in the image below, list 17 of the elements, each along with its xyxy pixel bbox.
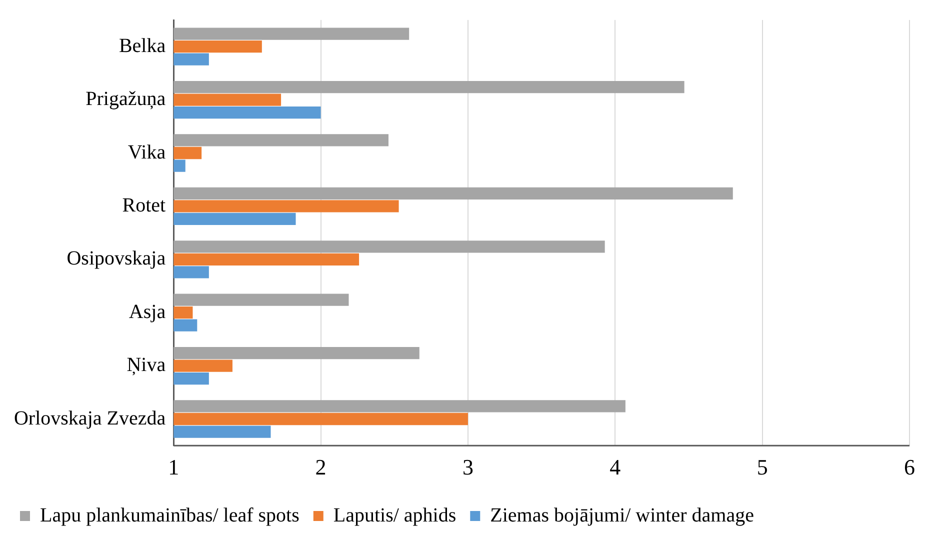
y-tick-label: Asja	[128, 300, 166, 323]
x-tick-label: 6	[904, 454, 915, 480]
y-tick-label: Orlovskaja Zvezda	[14, 407, 166, 430]
legend-label: Ziemas bojājumi/ winter damage	[490, 504, 754, 526]
y-tick-label: Osipovskaja	[66, 248, 166, 270]
y-tick-label: Prigažuņa	[86, 88, 166, 110]
y-tick-label: Ņiva	[126, 354, 166, 376]
legend-label: Lapu plankumainības/ leaf spots	[40, 504, 300, 526]
x-tick-label: 1	[168, 454, 180, 480]
x-tick-label: 3	[462, 454, 474, 480]
x-tick-label: 2	[315, 454, 326, 480]
y-tick-label: Rotet	[122, 194, 166, 216]
x-tick-label: 5	[756, 454, 768, 480]
y-tick-label: Vika	[128, 141, 166, 164]
legend-label: Laputis/ aphids	[333, 504, 456, 526]
x-tick-label: 4	[610, 454, 621, 480]
y-tick-label: Belka	[118, 34, 166, 57]
